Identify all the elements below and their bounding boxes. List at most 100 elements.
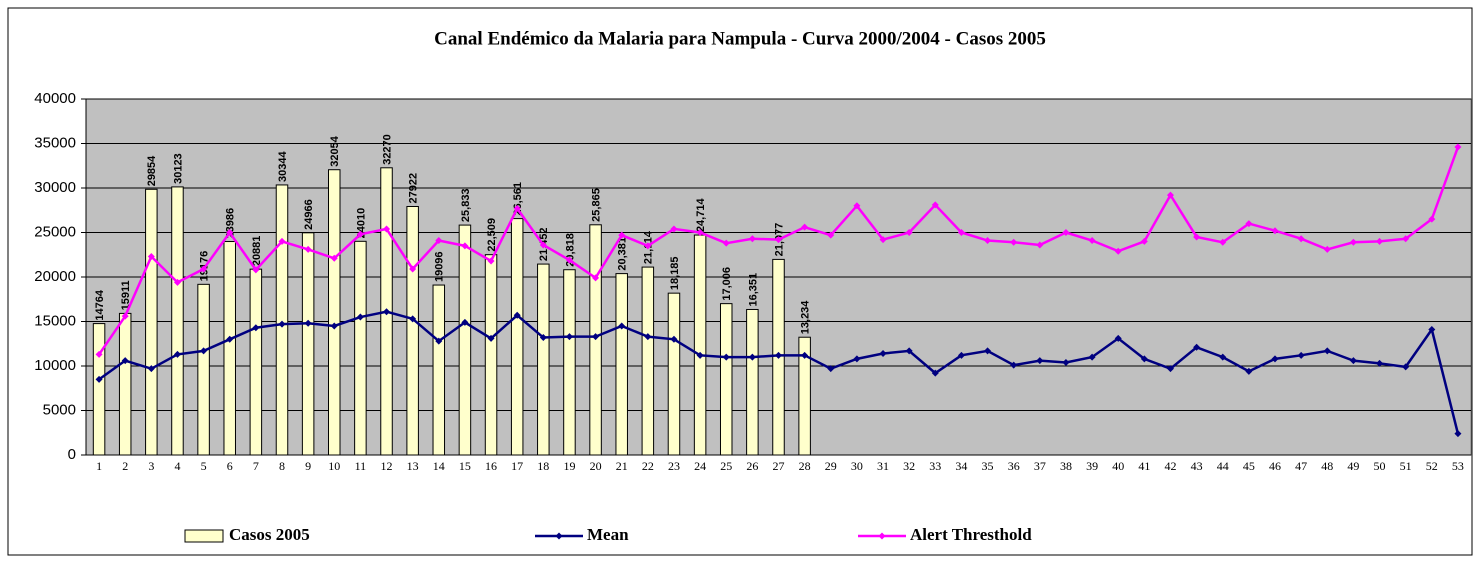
marker bbox=[748, 235, 756, 243]
data-label: 24966 bbox=[303, 199, 315, 230]
x-tick-label: 4 bbox=[174, 459, 180, 473]
y-tick-label: 5000 bbox=[43, 401, 76, 418]
marker bbox=[1010, 238, 1018, 246]
legend-label: Mean bbox=[587, 525, 629, 544]
marker bbox=[775, 351, 782, 359]
marker bbox=[1166, 365, 1174, 373]
marker bbox=[775, 236, 782, 244]
x-tick-label: 16 bbox=[485, 459, 497, 473]
x-tick-label: 22 bbox=[642, 459, 654, 473]
marker bbox=[487, 334, 495, 342]
marker bbox=[1193, 343, 1201, 351]
x-tick-label: 26 bbox=[746, 459, 758, 473]
bar bbox=[275, 184, 289, 456]
marker bbox=[1062, 358, 1070, 366]
marker bbox=[905, 347, 913, 355]
marker bbox=[252, 324, 260, 332]
data-label: 18,185 bbox=[669, 256, 681, 290]
x-tick-label: 1 bbox=[96, 459, 102, 473]
marker bbox=[1245, 367, 1253, 375]
marker bbox=[1402, 363, 1410, 371]
marker bbox=[1245, 220, 1253, 228]
marker bbox=[827, 231, 835, 239]
y-tick-label: 20000 bbox=[34, 268, 76, 285]
bar bbox=[615, 273, 628, 456]
bar bbox=[484, 254, 498, 456]
data-label: 22,509 bbox=[486, 218, 498, 252]
marker bbox=[1323, 347, 1331, 355]
x-tick-label: 7 bbox=[253, 459, 259, 473]
marker bbox=[1219, 353, 1227, 361]
marker bbox=[1402, 235, 1410, 243]
marker bbox=[513, 311, 521, 319]
legend-label: Casos 2005 bbox=[229, 525, 310, 544]
marker bbox=[1271, 355, 1279, 363]
data-label: 16,351 bbox=[747, 273, 759, 307]
x-tick-label: 29 bbox=[825, 459, 837, 473]
data-label: 24,714 bbox=[695, 198, 707, 233]
x-tick-label: 19 bbox=[563, 459, 575, 473]
x-tick-label: 37 bbox=[1034, 459, 1046, 473]
marker bbox=[513, 204, 521, 212]
x-tick-label: 36 bbox=[1008, 459, 1020, 473]
data-label: 32270 bbox=[381, 134, 393, 165]
marker bbox=[304, 245, 312, 253]
marker bbox=[278, 237, 286, 245]
bar bbox=[798, 336, 811, 456]
x-tick-label: 30 bbox=[851, 459, 863, 473]
x-tick-label: 24 bbox=[694, 459, 706, 473]
marker bbox=[853, 202, 861, 210]
y-tick-label: 30000 bbox=[34, 179, 76, 196]
data-label: 25,865 bbox=[590, 188, 602, 222]
x-tick-label: 11 bbox=[355, 459, 367, 473]
marker bbox=[957, 351, 965, 359]
x-tick-label: 6 bbox=[227, 459, 233, 473]
marker bbox=[1271, 227, 1279, 235]
marker bbox=[356, 230, 364, 238]
data-label: 23986 bbox=[225, 208, 237, 239]
x-tick-label: 46 bbox=[1269, 459, 1281, 473]
x-tick-label: 5 bbox=[201, 459, 207, 473]
marker bbox=[1062, 229, 1070, 236]
x-tick-label: 15 bbox=[459, 459, 471, 473]
marker bbox=[539, 334, 547, 342]
bar bbox=[354, 240, 367, 456]
marker bbox=[409, 265, 417, 273]
bar bbox=[249, 268, 263, 456]
x-tick-label: 32 bbox=[903, 459, 915, 473]
marker bbox=[147, 253, 155, 261]
bar bbox=[145, 188, 158, 456]
data-label: 15911 bbox=[120, 280, 132, 310]
x-tick-label: 3 bbox=[148, 459, 154, 473]
data-label: 30344 bbox=[277, 150, 289, 181]
marker bbox=[356, 313, 364, 321]
marker bbox=[1376, 237, 1384, 245]
bar bbox=[171, 186, 184, 456]
marker bbox=[95, 375, 103, 383]
data-label: 25,833 bbox=[460, 188, 472, 222]
marker bbox=[1297, 351, 1305, 359]
marker bbox=[801, 351, 809, 359]
x-tick-label: 33 bbox=[929, 459, 941, 473]
marker bbox=[121, 357, 129, 365]
x-tick-label: 51 bbox=[1400, 459, 1412, 473]
x-tick-label: 12 bbox=[381, 459, 393, 473]
x-tick-label: 41 bbox=[1138, 459, 1150, 473]
marker bbox=[879, 236, 887, 244]
data-label: 17,006 bbox=[721, 267, 733, 301]
marker bbox=[618, 231, 626, 239]
bar bbox=[223, 241, 236, 456]
marker bbox=[1323, 245, 1331, 253]
marker bbox=[984, 347, 992, 355]
marker bbox=[409, 315, 417, 323]
marker bbox=[1349, 238, 1357, 246]
x-tick-label: 17 bbox=[511, 459, 523, 473]
y-tick-label: 0 bbox=[68, 446, 76, 463]
bar bbox=[667, 292, 681, 456]
bar bbox=[510, 218, 524, 456]
marker bbox=[435, 237, 443, 245]
x-tick-label: 28 bbox=[799, 459, 811, 473]
marker bbox=[722, 353, 730, 361]
marker bbox=[252, 266, 260, 274]
marker bbox=[905, 229, 913, 236]
